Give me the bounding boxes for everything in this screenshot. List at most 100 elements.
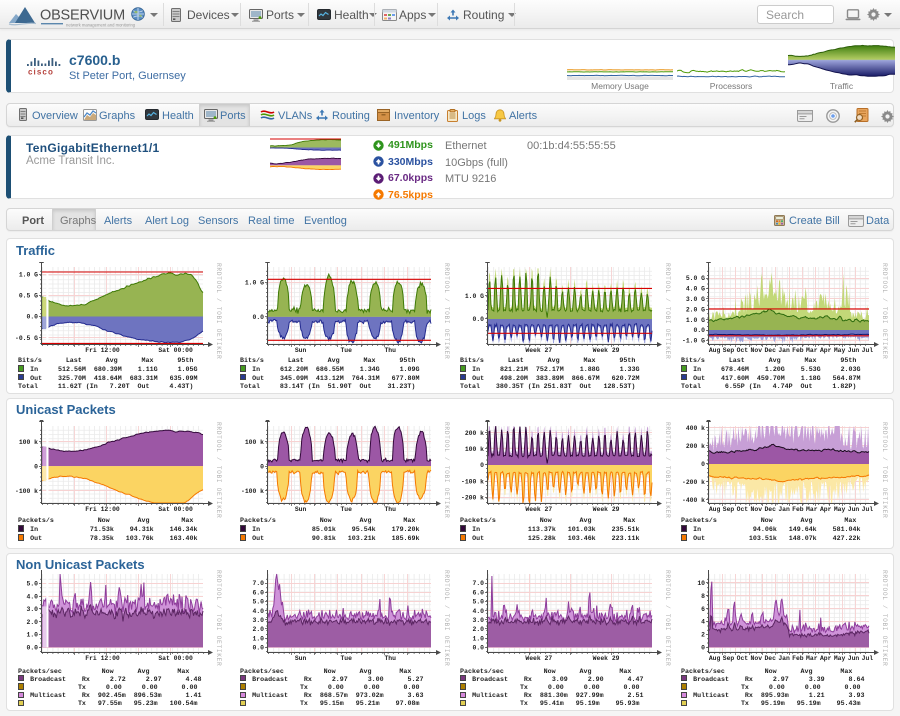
svg-text:4.0: 4.0: [26, 593, 38, 600]
svg-text:Nov: Nov: [751, 347, 763, 354]
svg-text:RRDTOOL / TOBI OETIKER: RRDTOOL / TOBI OETIKER: [215, 263, 222, 359]
svg-text:Week 29: Week 29: [593, 506, 620, 513]
svg-text:-0.5 G: -0.5 G: [15, 335, 38, 342]
svg-text:200 k: 200 k: [686, 443, 705, 450]
svg-text:Dec: Dec: [764, 506, 776, 513]
svg-text:Week 27: Week 27: [525, 655, 552, 662]
svg-text:7.0: 7.0: [472, 580, 484, 587]
svg-text:OBSERVIUM: OBSERVIUM: [40, 8, 125, 24]
svg-text:100 k: 100 k: [465, 446, 484, 453]
svg-text:Apr: Apr: [820, 655, 832, 662]
svg-text:0.0: 0.0: [693, 327, 705, 334]
svg-text:1.0 G: 1.0 G: [465, 293, 484, 300]
svg-text:May: May: [834, 506, 846, 513]
svg-text:0.0: 0.0: [26, 645, 38, 652]
svg-text:Nov: Nov: [751, 655, 763, 662]
svg-text:1.0: 1.0: [472, 635, 484, 642]
svg-text:3.0 G: 3.0 G: [686, 296, 705, 303]
svg-text:Jul: Jul: [862, 506, 874, 513]
svg-text:200 k: 200 k: [465, 430, 484, 437]
svg-text:-400 k: -400 k: [682, 497, 705, 504]
svg-text:Jun: Jun: [848, 347, 860, 354]
svg-text:100 k: 100 k: [19, 439, 38, 446]
svg-text:100 k: 100 k: [245, 439, 264, 446]
svg-text:Week 29: Week 29: [593, 655, 620, 662]
svg-text:4: 4: [701, 619, 705, 626]
svg-text:1.0: 1.0: [26, 632, 38, 639]
svg-text:Jul: Jul: [862, 347, 874, 354]
svg-text:5.0 G: 5.0 G: [686, 275, 705, 282]
svg-text:6.0: 6.0: [472, 589, 484, 596]
svg-text:Dec: Dec: [764, 347, 776, 354]
svg-text:-1.0 G: -1.0 G: [682, 338, 705, 345]
svg-text:2.0: 2.0: [252, 626, 264, 633]
svg-text:0: 0: [480, 462, 484, 469]
svg-text:5.0: 5.0: [252, 599, 264, 606]
svg-text:1.0 G: 1.0 G: [686, 317, 705, 324]
svg-text:Tue: Tue: [340, 655, 352, 662]
svg-text:Aug: Aug: [709, 655, 721, 662]
svg-text:Sun: Sun: [295, 347, 307, 354]
svg-text:10: 10: [697, 580, 705, 587]
svg-text:RRDTOOL / TOBI OETIKER: RRDTOOL / TOBI OETIKER: [215, 570, 222, 666]
svg-text:Sat 00:00: Sat 00:00: [158, 347, 193, 354]
svg-text:Nov: Nov: [751, 506, 763, 513]
svg-text:0.0: 0.0: [472, 316, 484, 323]
svg-text:0: 0: [34, 463, 38, 470]
svg-text:RRDTOOL / TOBI OETIKER: RRDTOOL / TOBI OETIKER: [443, 422, 450, 518]
svg-text:0.0: 0.0: [252, 314, 264, 321]
svg-text:Mar: Mar: [806, 506, 818, 513]
svg-text:Feb: Feb: [792, 655, 804, 662]
svg-text:Oct: Oct: [737, 506, 749, 513]
svg-text:Fri 12:00: Fri 12:00: [85, 655, 120, 662]
svg-text:Mar: Mar: [806, 347, 818, 354]
svg-text:Sun: Sun: [295, 506, 307, 513]
svg-text:2.0: 2.0: [472, 626, 484, 633]
svg-text:3.0: 3.0: [472, 617, 484, 624]
svg-text:Fri 12:00: Fri 12:00: [85, 347, 120, 354]
svg-text:Mar: Mar: [806, 655, 818, 662]
svg-text:RRDTOOL / TOBI OETIKER: RRDTOOL / TOBI OETIKER: [443, 570, 450, 666]
svg-text:8: 8: [701, 593, 705, 600]
svg-text:Aug: Aug: [709, 506, 721, 513]
svg-text:Feb: Feb: [792, 347, 804, 354]
svg-text:Sep: Sep: [723, 506, 735, 513]
svg-text:0.0: 0.0: [472, 645, 484, 652]
svg-text:-100 k: -100 k: [241, 488, 264, 495]
svg-text:0: 0: [260, 463, 264, 470]
svg-text:Dec: Dec: [764, 655, 776, 662]
svg-text:Tue: Tue: [340, 347, 352, 354]
svg-text:Jul: Jul: [862, 655, 874, 662]
svg-text:Sun: Sun: [295, 655, 307, 662]
svg-text:0.0: 0.0: [252, 645, 264, 652]
svg-text:1.0 G: 1.0 G: [245, 280, 264, 287]
svg-text:RRDTOOL / TOBI OETIKER: RRDTOOL / TOBI OETIKER: [664, 422, 671, 518]
svg-text:Week 27: Week 27: [525, 506, 552, 513]
svg-text:0: 0: [701, 461, 705, 468]
svg-text:May: May: [834, 347, 846, 354]
svg-text:Jan: Jan: [778, 506, 790, 513]
svg-text:2.0 G: 2.0 G: [686, 306, 705, 313]
svg-text:1.0: 1.0: [252, 635, 264, 642]
svg-text:5.0: 5.0: [26, 581, 38, 588]
svg-text:RRDTOOL / TOBI OETIKER: RRDTOOL / TOBI OETIKER: [664, 263, 671, 359]
svg-text:Jun: Jun: [848, 506, 860, 513]
svg-text:Oct: Oct: [737, 655, 749, 662]
svg-text:2: 2: [701, 632, 705, 639]
svg-text:-200 k: -200 k: [461, 495, 484, 502]
svg-text:0: 0: [701, 645, 705, 652]
svg-text:3.0: 3.0: [252, 617, 264, 624]
svg-text:Jan: Jan: [778, 347, 790, 354]
svg-text:0.0: 0.0: [26, 314, 38, 321]
svg-text:Thu: Thu: [384, 347, 396, 354]
svg-text:May: May: [834, 655, 846, 662]
svg-text:RRDTOOL / TOBI OETIKER: RRDTOOL / TOBI OETIKER: [881, 570, 888, 666]
svg-text:Thu: Thu: [384, 506, 396, 513]
svg-text:cisco: cisco: [28, 68, 54, 77]
svg-text:Week 29: Week 29: [593, 347, 620, 354]
svg-text:Apr: Apr: [820, 506, 832, 513]
svg-text:400 k: 400 k: [686, 425, 705, 432]
svg-text:0.5 G: 0.5 G: [19, 293, 38, 300]
svg-text:Jan: Jan: [778, 655, 790, 662]
svg-text:RRDTOOL / TOBI OETIKER: RRDTOOL / TOBI OETIKER: [215, 422, 222, 518]
